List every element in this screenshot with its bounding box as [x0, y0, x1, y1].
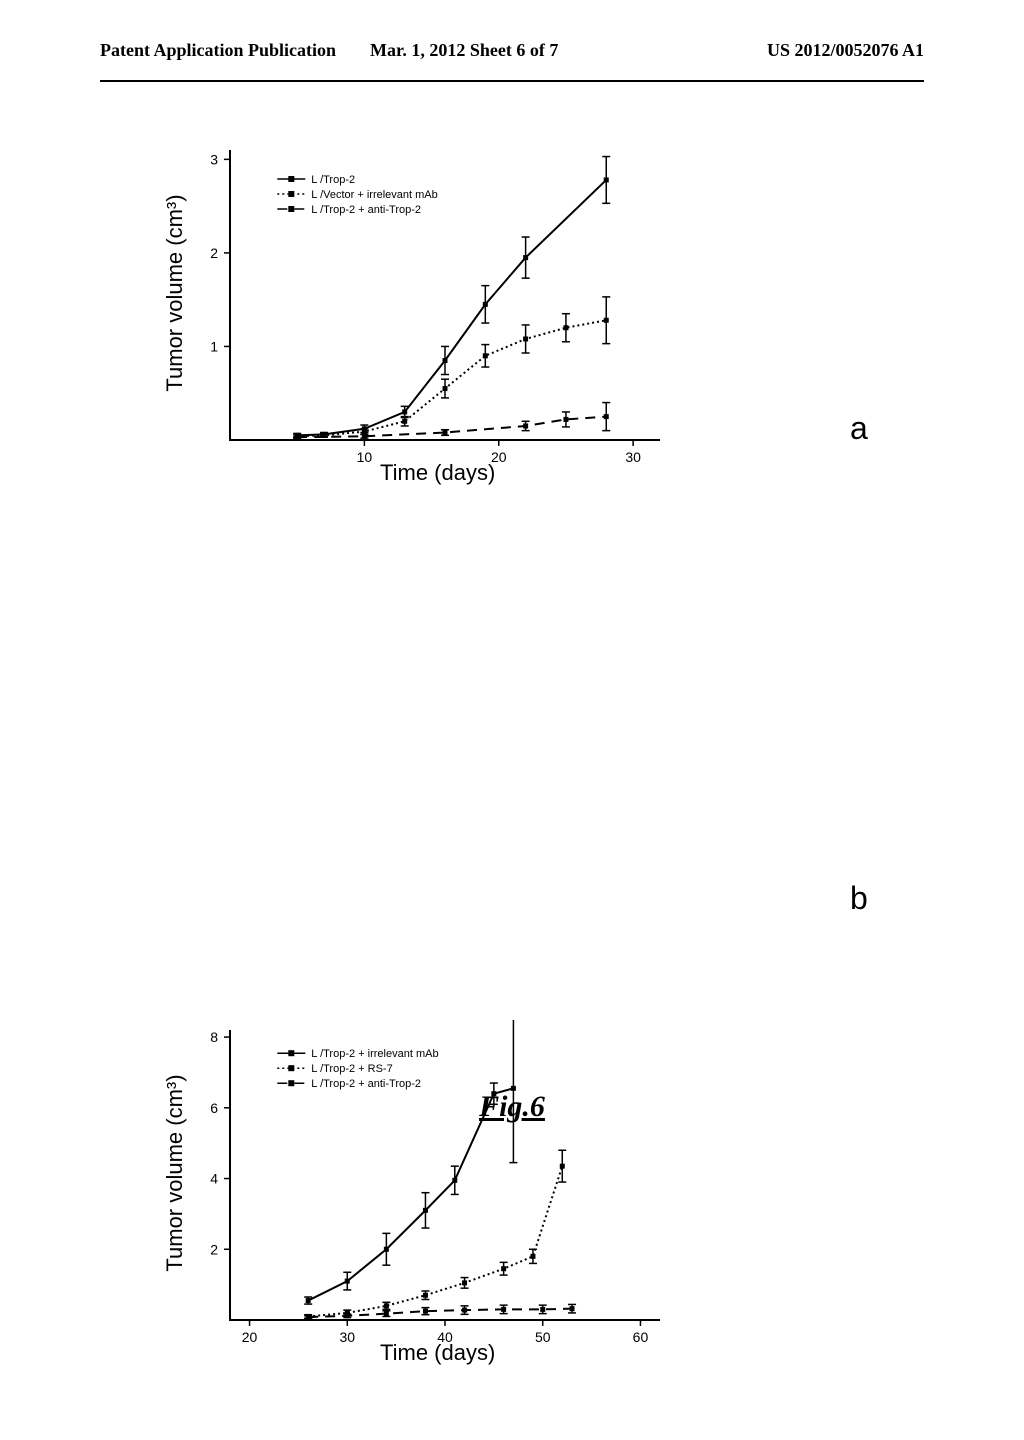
svg-text:8: 8	[210, 1029, 218, 1045]
svg-text:60: 60	[633, 1329, 649, 1345]
svg-text:L /Vector + irrelevant mAb: L /Vector + irrelevant mAb	[311, 189, 437, 201]
svg-text:20: 20	[242, 1329, 258, 1345]
svg-text:30: 30	[625, 449, 641, 465]
svg-text:10: 10	[357, 449, 373, 465]
svg-text:L /Trop-2: L /Trop-2	[311, 174, 355, 186]
panel-b: Tumor volume (cm³) 24682030405060L /Trop…	[180, 1020, 880, 1440]
svg-text:2: 2	[210, 1241, 218, 1257]
panel-a: Tumor volume (cm³) 123102030L /Trop-2L /…	[180, 140, 880, 560]
header-rule	[100, 80, 924, 82]
svg-text:1: 1	[210, 338, 218, 354]
panel-b-letter: b	[850, 880, 868, 917]
svg-text:2: 2	[210, 245, 218, 261]
figure-area: Tumor volume (cm³) 123102030L /Trop-2L /…	[0, 140, 1024, 980]
svg-text:L /Trop-2 + anti-Trop-2: L /Trop-2 + anti-Trop-2	[311, 204, 421, 216]
figure-title: Fig.6	[0, 1090, 1024, 1124]
header-right: US 2012/0052076 A1	[767, 40, 924, 61]
svg-text:4: 4	[210, 1171, 218, 1187]
svg-text:L /Trop-2 + irrelevant mAb: L /Trop-2 + irrelevant mAb	[311, 1048, 438, 1060]
svg-text:L /Trop-2 + RS-7: L /Trop-2 + RS-7	[311, 1063, 392, 1075]
svg-text:30: 30	[339, 1329, 355, 1345]
panel-b-xlabel: Time (days)	[380, 1340, 495, 1366]
header-center: Mar. 1, 2012 Sheet 6 of 7	[370, 40, 558, 61]
panel-a-ylabel: Tumor volume (cm³)	[162, 193, 188, 393]
svg-text:3: 3	[210, 151, 218, 167]
svg-text:50: 50	[535, 1329, 551, 1345]
panel-b-chart: 24682030405060L /Trop-2 + irrelevant mAb…	[180, 1020, 670, 1355]
svg-text:L /Trop-2 + anti-Trop-2: L /Trop-2 + anti-Trop-2	[311, 1078, 421, 1090]
panel-a-xlabel: Time (days)	[380, 460, 495, 486]
panel-a-letter: a	[850, 410, 868, 447]
panel-a-chart: 123102030L /Trop-2L /Vector + irrelevant…	[180, 140, 670, 475]
header-left: Patent Application Publication	[100, 40, 336, 61]
